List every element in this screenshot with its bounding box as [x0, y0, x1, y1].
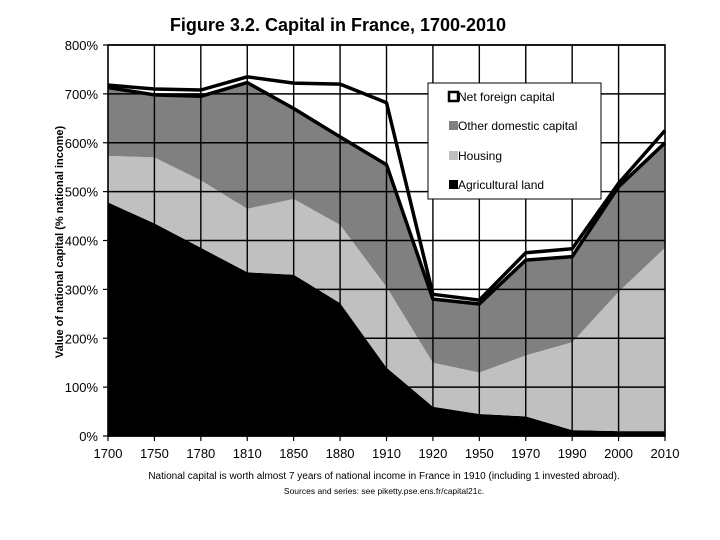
- net-foreign-capital-layer: [107, 75, 667, 306]
- x-tick-label: 1850: [279, 446, 308, 461]
- y-tick-label: 300%: [65, 282, 99, 297]
- legend-label-housing: Housing: [458, 149, 502, 163]
- y-tick-label: 500%: [65, 185, 99, 200]
- x-tick-label: 1970: [511, 446, 540, 461]
- legend-label-net-foreign-capital: Net foreign capital: [458, 90, 555, 104]
- x-tick-labels: 1700 1750 1780 1810 1850 1880 1910 1920 1950 1970…: [94, 446, 680, 461]
- axes: [103, 44, 666, 441]
- legend-swatch-agricultural-land: [449, 180, 458, 189]
- y-tick-label: 100%: [65, 380, 99, 395]
- x-tick-label: 1810: [233, 446, 262, 461]
- y-tick-label: 200%: [65, 331, 99, 346]
- y-tick-labels: 0% 100% 200% 300% 400% 500% 600% 700% 800%: [65, 38, 99, 444]
- y-tick-label: 700%: [65, 87, 99, 102]
- x-tick-label: 2000: [604, 446, 633, 461]
- legend-label-agricultural-land: Agricultural land: [458, 178, 544, 192]
- line-net-foreign-capital-lower: [107, 80, 667, 306]
- x-tick-label: 1700: [94, 446, 123, 461]
- y-tick-label: 0%: [79, 429, 98, 444]
- x-tick-label: 1920: [418, 446, 447, 461]
- x-tick-label: 2010: [651, 446, 680, 461]
- x-tick-label: 1880: [326, 446, 355, 461]
- legend-swatch-net-foreign-capital: [447, 90, 460, 103]
- chart-caption: National capital is worth almost 7 years…: [148, 471, 619, 482]
- x-tick-label: 1780: [186, 446, 215, 461]
- legend-swatch-other-domestic-capital: [449, 121, 458, 130]
- legend-box: [427, 82, 602, 200]
- y-tick-label: 600%: [65, 136, 99, 151]
- legend-label-other-domestic-capital: Other domestic capital: [458, 119, 577, 133]
- y-tick-label: 800%: [65, 38, 99, 53]
- x-tick-label: 1750: [140, 446, 169, 461]
- legend: Net foreign capital Other domestic capit…: [427, 82, 602, 200]
- legend-swatch-housing: [449, 151, 458, 160]
- x-tick-label: 1950: [465, 446, 494, 461]
- chart-title: Figure 3.2. Capital in France, 1700-2010: [170, 15, 506, 35]
- chart-source: Sources and series: see piketty.pse.ens.…: [284, 486, 484, 496]
- x-tick-label: 1990: [558, 446, 587, 461]
- y-axis-title: Value of national capital (% national in…: [54, 126, 66, 359]
- x-tick-label: 1910: [372, 446, 401, 461]
- line-net-foreign-capital-upper: [107, 75, 667, 302]
- y-tick-label: 400%: [65, 234, 99, 249]
